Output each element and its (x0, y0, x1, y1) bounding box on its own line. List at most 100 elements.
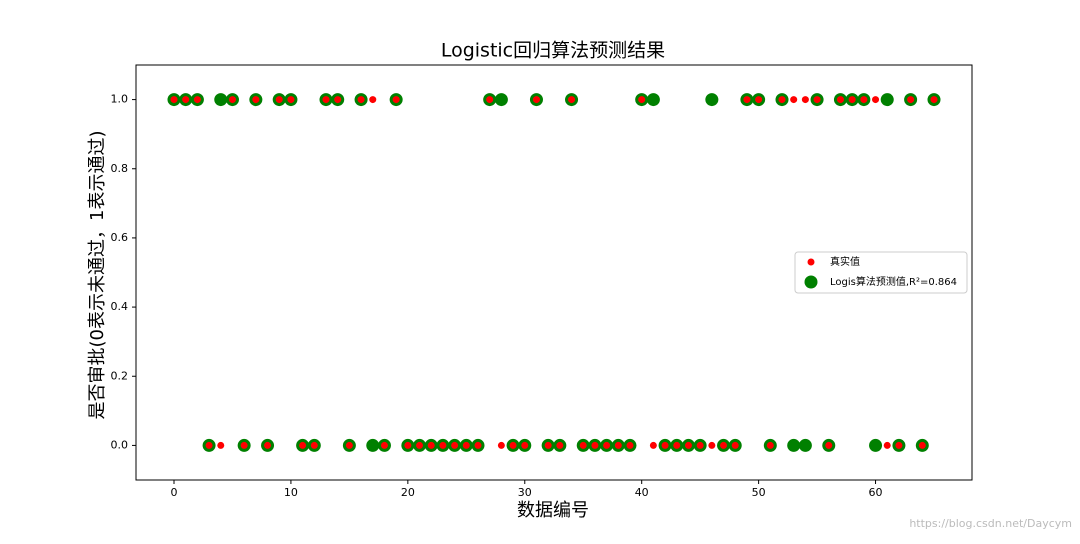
point (638, 96, 646, 104)
legend-label: 真实值 (830, 255, 860, 268)
point (521, 441, 529, 449)
point (205, 441, 213, 449)
x-tick-label: 20 (401, 486, 415, 499)
point (684, 441, 692, 449)
point (214, 93, 228, 107)
point (451, 441, 459, 449)
point (357, 96, 365, 104)
point (626, 441, 634, 449)
point (170, 96, 178, 104)
point (743, 96, 751, 104)
point (228, 96, 236, 104)
point (614, 441, 622, 449)
chart-title: Logistic回归算法预测结果 (441, 40, 665, 62)
watermark: https://blog.csdn.net/Daycym (909, 517, 1072, 530)
point (720, 441, 728, 449)
y-tick-label: 0.2 (111, 369, 129, 382)
point (848, 96, 856, 104)
legend-label: Logis算法预测值,R²=0.864 (830, 275, 957, 288)
point (404, 441, 412, 449)
point (439, 441, 447, 449)
x-axis-label: 数据编号 (517, 500, 589, 521)
y-tick-label: 0.4 (111, 300, 129, 313)
point (649, 441, 657, 449)
point (275, 96, 283, 104)
point (544, 441, 552, 449)
point (240, 441, 248, 449)
point (872, 96, 880, 104)
y-tick-label: 0.6 (111, 231, 129, 244)
legend: 真实值 Logis算法预测值,R²=0.864 (794, 251, 968, 294)
x-tick-label: 60 (869, 486, 883, 499)
point (731, 441, 739, 449)
point (798, 438, 812, 452)
point (556, 441, 564, 449)
point (883, 441, 891, 449)
point (427, 441, 435, 449)
point (287, 96, 295, 104)
point (591, 441, 599, 449)
point (790, 96, 798, 104)
point (366, 438, 380, 452)
point (462, 441, 470, 449)
point (310, 441, 318, 449)
point (930, 96, 938, 104)
x-tick-label: 50 (752, 486, 766, 499)
point (880, 93, 894, 107)
point (603, 441, 611, 449)
point (497, 441, 505, 449)
point (494, 93, 508, 107)
point (778, 96, 786, 104)
point (705, 93, 719, 107)
x-tick-label: 30 (518, 486, 532, 499)
point (673, 441, 681, 449)
point (860, 96, 868, 104)
point (217, 441, 225, 449)
y-tick-label: 0.8 (111, 162, 129, 175)
point (416, 441, 424, 449)
point (813, 96, 821, 104)
point (918, 441, 926, 449)
point (264, 441, 272, 449)
point (568, 96, 576, 104)
point (787, 438, 801, 452)
point (801, 96, 809, 104)
point (252, 96, 260, 104)
x-tick-label: 0 (171, 486, 178, 499)
point (907, 96, 915, 104)
y-axis-label: 是否审批(0表示未通过，1表示通过) (87, 131, 108, 420)
plot-frame (135, 64, 973, 481)
point (182, 96, 190, 104)
point (509, 441, 517, 449)
point (369, 96, 377, 104)
legend-marker (807, 258, 815, 266)
point (474, 441, 482, 449)
y-tick-label: 1.0 (111, 93, 129, 106)
point (836, 96, 844, 104)
legend-marker (804, 275, 818, 289)
point (334, 96, 342, 104)
point (532, 96, 540, 104)
point (345, 441, 353, 449)
point (825, 441, 833, 449)
x-tick-label: 40 (635, 486, 649, 499)
point (766, 441, 774, 449)
point (661, 441, 669, 449)
point (869, 438, 883, 452)
point (322, 96, 330, 104)
point (895, 441, 903, 449)
point (708, 441, 716, 449)
point (299, 441, 307, 449)
point (755, 96, 763, 104)
point (696, 441, 704, 449)
point (380, 441, 388, 449)
point (392, 96, 400, 104)
legend-frame (794, 251, 968, 294)
point (646, 93, 660, 107)
y-tick-label: 0.0 (111, 438, 129, 451)
point (579, 441, 587, 449)
x-tick-label: 10 (284, 486, 298, 499)
point (193, 96, 201, 104)
point (486, 96, 494, 104)
